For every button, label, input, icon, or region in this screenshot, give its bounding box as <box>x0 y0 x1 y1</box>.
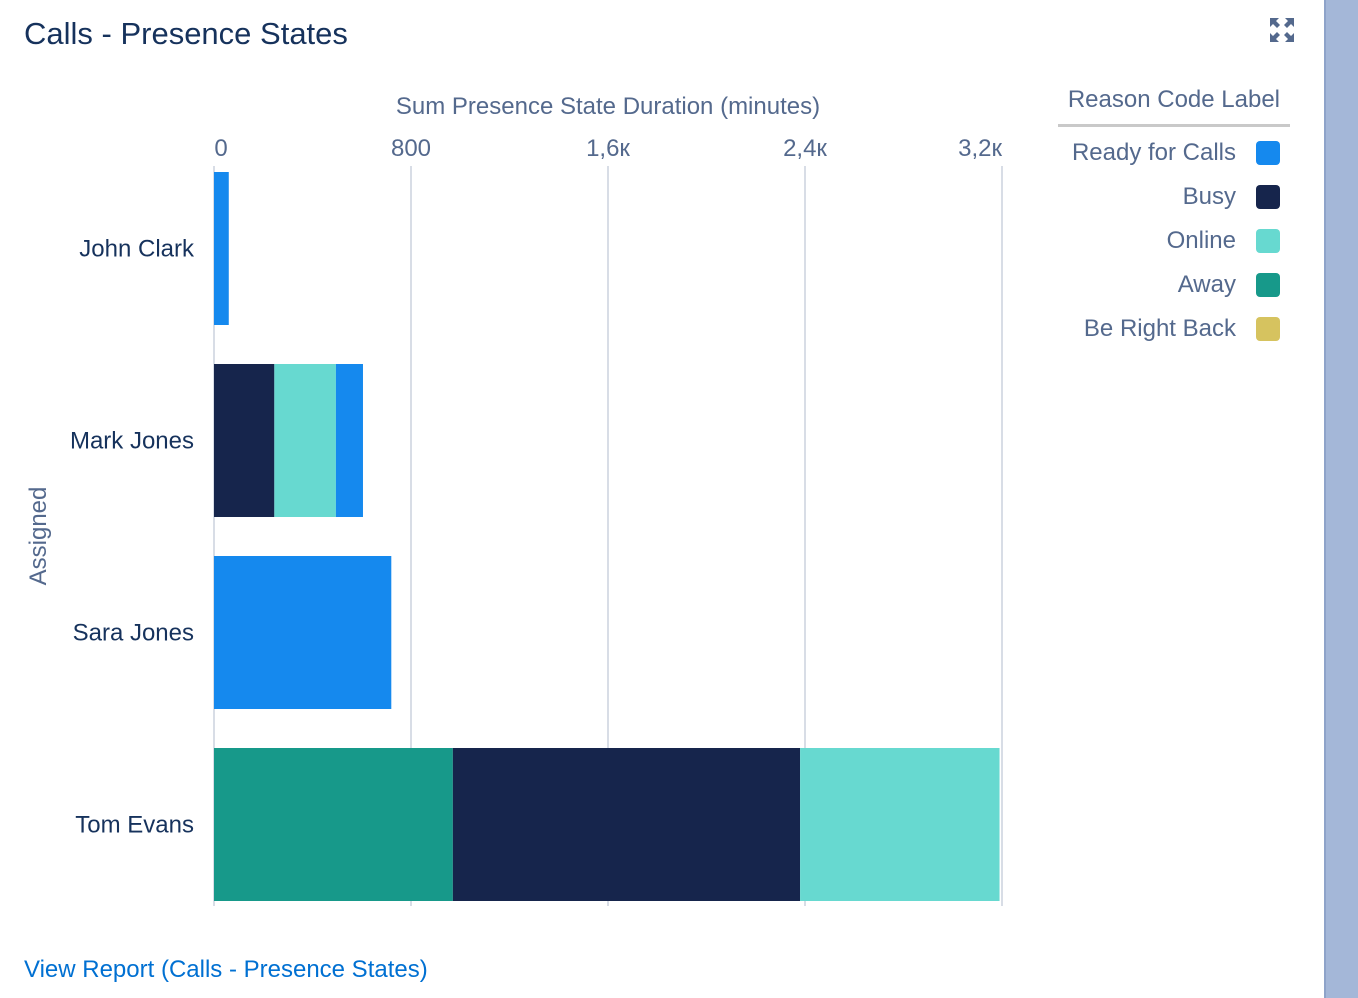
x-tick-label: 0 <box>214 135 227 162</box>
legend: Reason Code Label Ready for Calls Busy Onl… <box>1058 86 1290 351</box>
category-label: Tom Evans <box>75 812 194 839</box>
legend-swatch <box>1256 229 1280 253</box>
legend-item-busy[interactable]: Busy <box>1058 175 1290 219</box>
legend-item-ready-for-calls[interactable]: Ready for Calls <box>1058 131 1290 175</box>
bar-segment-busy[interactable] <box>214 364 275 517</box>
bar-segment-online[interactable] <box>800 748 1000 901</box>
bars <box>214 172 1000 901</box>
legend-swatch <box>1256 273 1280 297</box>
dashboard-card: Calls - Presence States Sum Presence Sta… <box>24 14 1298 983</box>
legend-title: Reason Code Label <box>1058 86 1290 127</box>
category-label: John Clark <box>79 236 195 263</box>
legend-items: Ready for Calls Busy Online Away Be Right Ba… <box>1058 131 1290 351</box>
view-report-link[interactable]: View Report (Calls - Presence States) <box>24 956 428 983</box>
x-axis-ticks: 0 800 1,6к 2,4к 3,2к <box>214 135 1002 162</box>
x-tick-label: 800 <box>391 135 431 162</box>
expand-arrows-icon <box>1270 18 1294 42</box>
legend-swatch <box>1256 317 1280 341</box>
category-label: Mark Jones <box>70 428 194 455</box>
category-label: Sara Jones <box>73 620 194 647</box>
legend-item-online[interactable]: Online <box>1058 219 1290 263</box>
bar-segment-ready-for-calls[interactable] <box>214 172 229 325</box>
x-tick-label: 3,2к <box>958 135 1002 162</box>
expand-button[interactable] <box>1266 14 1298 46</box>
bar-segment-ready-for-calls[interactable] <box>335 364 363 517</box>
y-axis-title: Assigned <box>25 487 52 586</box>
card-title: Calls - Presence States <box>24 16 348 51</box>
legend-label: Online <box>1166 227 1236 254</box>
presence-states-chart: Sum Presence State Duration (minutes) 0 8… <box>25 93 1003 906</box>
legend-label: Busy <box>1182 183 1236 210</box>
legend-item-be-right-back[interactable]: Be Right Back <box>1058 307 1290 351</box>
x-tick-label: 2,4к <box>783 135 827 162</box>
legend-label: Away <box>1177 271 1236 298</box>
side-scroll-strip[interactable] <box>1324 0 1358 998</box>
legend-label: Ready for Calls <box>1071 139 1236 166</box>
x-axis-title: Sum Presence State Duration (minutes) <box>396 93 820 120</box>
legend-swatch <box>1256 141 1280 165</box>
bar-segment-busy[interactable] <box>452 748 801 901</box>
bar-segment-ready-for-calls[interactable] <box>214 556 392 709</box>
bar-segment-online[interactable] <box>274 364 336 517</box>
x-tick-label: 1,6к <box>586 135 630 162</box>
bar-segment-away[interactable] <box>214 748 453 901</box>
legend-label: Be Right Back <box>1083 315 1236 342</box>
legend-swatch <box>1256 185 1280 209</box>
y-axis-categories: John Clark Mark Jones Sara Jones Tom Evans <box>70 236 195 839</box>
legend-item-away[interactable]: Away <box>1058 263 1290 307</box>
